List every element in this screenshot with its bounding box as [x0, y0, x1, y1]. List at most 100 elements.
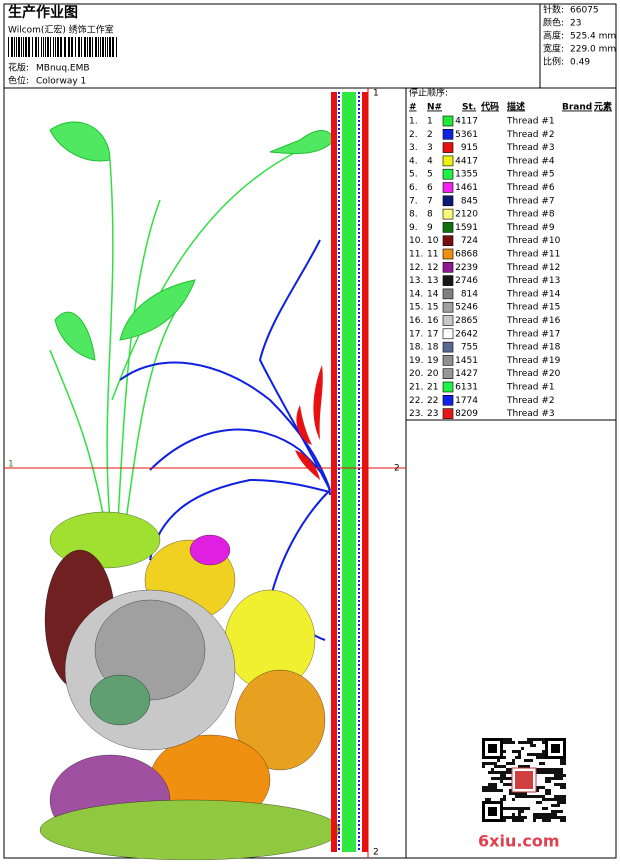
qr-cell	[563, 756, 566, 759]
column-header: N#	[427, 103, 442, 113]
qr-cell	[518, 756, 521, 759]
qr-cell	[548, 747, 551, 750]
qr-cell	[500, 819, 503, 822]
bar-stripe	[38, 37, 39, 57]
qr-cell	[509, 738, 512, 741]
qr-cell	[548, 816, 551, 819]
row-n: 23	[427, 409, 438, 419]
qr-cell	[497, 771, 500, 774]
qr-cell	[503, 774, 506, 777]
qr-cell	[545, 819, 548, 822]
qr-cell	[491, 801, 494, 804]
qr-cell	[500, 771, 503, 774]
qr-cell	[548, 819, 551, 822]
row-desc: Thread #18	[506, 343, 561, 353]
qr-cell	[563, 759, 566, 762]
qr-cell	[518, 819, 521, 822]
row-desc: Thread #16	[506, 316, 561, 326]
qr-cell	[521, 792, 524, 795]
qr-cell	[488, 756, 491, 759]
qr-cell	[500, 810, 503, 813]
qr-cell	[563, 762, 566, 765]
bar-stripe	[78, 37, 80, 57]
qr-cell	[506, 768, 509, 771]
qr-cell	[494, 744, 497, 747]
row-n: 4	[427, 156, 433, 166]
qr-cell	[539, 813, 542, 816]
qr-cell	[560, 762, 563, 765]
qr-cell	[548, 750, 551, 753]
qr-cell	[497, 819, 500, 822]
qr-cell	[548, 789, 551, 792]
qr-cell	[488, 816, 491, 819]
qr-cell	[542, 753, 545, 756]
qr-cell	[515, 750, 518, 753]
qr-cell	[536, 768, 539, 771]
qr-cell	[482, 789, 485, 792]
qr-cell	[542, 771, 545, 774]
bar-stripe	[95, 37, 97, 57]
qr-cell	[509, 768, 512, 771]
qr-cell	[554, 810, 557, 813]
qr-cell	[488, 819, 491, 822]
row-n: 3	[427, 143, 433, 153]
qr-cell	[560, 768, 563, 771]
qr-cell	[491, 741, 494, 744]
qr-cell	[548, 756, 551, 759]
qr-cell	[497, 759, 500, 762]
qr-cell	[545, 744, 548, 747]
qr-cell	[497, 804, 500, 807]
qr-cell	[497, 810, 500, 813]
qr-cell	[482, 741, 485, 744]
bar-stripe	[50, 37, 51, 57]
qr-cell	[497, 801, 500, 804]
row-n: 8	[427, 210, 433, 220]
qr-cell	[512, 750, 515, 753]
qr-cell	[500, 777, 503, 780]
qr-cell	[554, 783, 557, 786]
qr-cell	[560, 744, 563, 747]
qr-cell	[482, 744, 485, 747]
guide-label: 1	[373, 89, 379, 99]
qr-cell	[557, 750, 560, 753]
qr-cell	[515, 792, 518, 795]
qr-cell	[557, 810, 560, 813]
qr-cell	[482, 753, 485, 756]
row-stitches: 724	[461, 236, 478, 246]
qr-cell	[539, 801, 542, 804]
design: MBnuq.EMB	[36, 64, 90, 74]
qr-cell	[530, 738, 533, 741]
row-index: 4.	[409, 156, 418, 166]
qr-cell	[518, 810, 521, 813]
row-stitches: 2120	[455, 210, 478, 220]
qr-cell	[500, 798, 503, 801]
qr-cell	[485, 819, 488, 822]
qr-cell	[539, 795, 542, 798]
qr-cell	[488, 747, 491, 750]
qr-cell	[494, 807, 497, 810]
bar-stripe	[81, 37, 82, 57]
qr-cell	[557, 747, 560, 750]
qr-cell	[488, 804, 491, 807]
qr-cell	[545, 771, 548, 774]
row-stitches: 4117	[455, 117, 478, 127]
qr-cell	[548, 741, 551, 744]
qr-cell	[554, 744, 557, 747]
qr-cell	[539, 786, 542, 789]
color-swatch	[442, 328, 454, 340]
qr-cell	[497, 816, 500, 819]
qr-cell	[497, 750, 500, 753]
row-index: 3.	[409, 143, 418, 153]
qr-cell	[551, 798, 554, 801]
qr-cell	[563, 741, 566, 744]
qr-cell	[494, 777, 497, 780]
qr-cell	[557, 816, 560, 819]
qr-cell	[485, 789, 488, 792]
qr-cell	[560, 786, 563, 789]
color-swatch	[442, 315, 454, 326]
qr-cell	[554, 804, 557, 807]
qr-cell	[491, 783, 494, 786]
row-desc: Thread #12	[506, 263, 560, 273]
qr-cell	[545, 777, 548, 780]
stat-value: 229.0 mm	[570, 45, 616, 55]
